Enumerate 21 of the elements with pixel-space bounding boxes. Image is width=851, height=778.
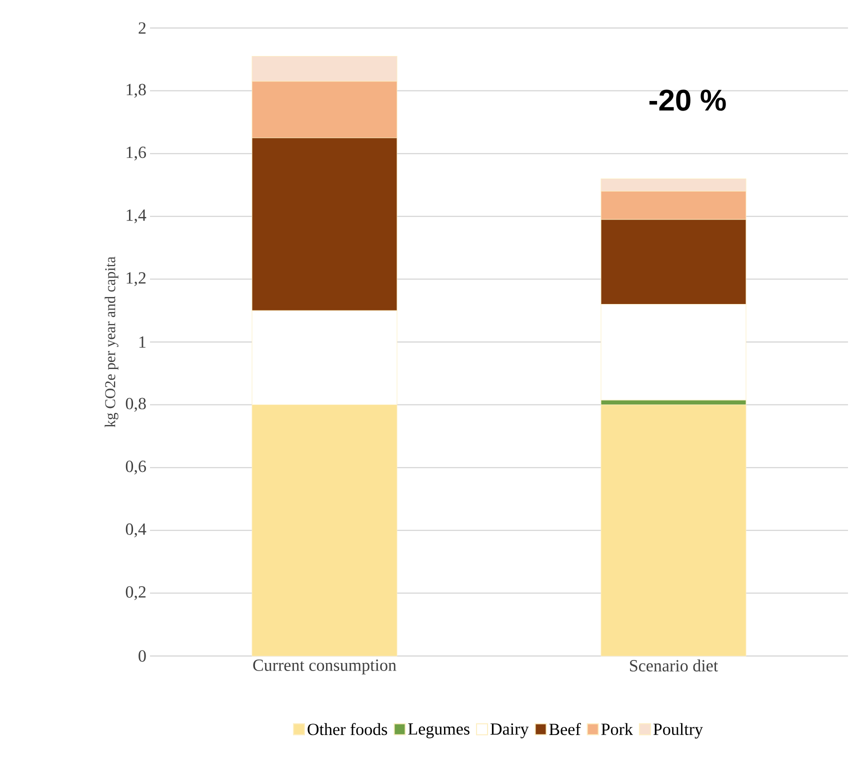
- y-tick-label: 0,2: [126, 586, 146, 600]
- y-tick-label: 1,6: [126, 146, 146, 161]
- x-tick-label: Current consumption: [253, 660, 396, 674]
- x-tick-label: Scenario diet: [630, 660, 718, 672]
- y-tick-label: 1,8: [126, 84, 146, 98]
- legend-label: Poultry: [653, 723, 703, 739]
- y-tick-label: 0,8: [126, 398, 146, 412]
- legend-label: Other foods: [308, 722, 388, 736]
- y-axis-title: kg CO2e per year and capita: [104, 256, 118, 428]
- y-tick-label: 0,4: [126, 523, 146, 538]
- legend-label: Pork: [601, 723, 633, 736]
- y-tick-label: 0: [138, 650, 146, 662]
- y-tick-label: 1,4: [126, 209, 146, 224]
- annotation: -20 %: [649, 90, 726, 111]
- legend-label: Dairy: [490, 723, 529, 738]
- legend-label: Legumes: [408, 723, 470, 738]
- y-tick-label: 2: [138, 22, 146, 34]
- y-tick-label: 1: [139, 336, 146, 348]
- y-tick-label: 0,6: [126, 460, 146, 475]
- legend-label: Beef: [549, 722, 581, 736]
- y-tick-label: 1,2: [126, 272, 146, 286]
